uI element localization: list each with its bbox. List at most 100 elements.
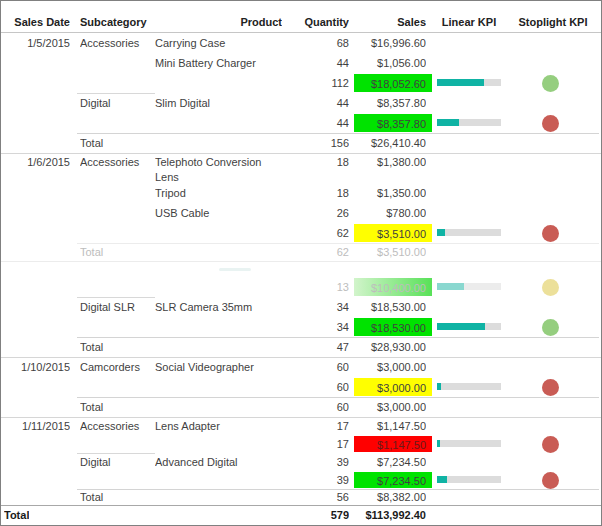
sales-date-cell: 1/10/2015 [3,357,70,377]
detail-row: 1/6/2015 Accessories Telephoto Conversio… [1,153,601,183]
sales-cell: $18,530.00 [354,297,426,317]
quantity-cell: 44 [286,93,349,113]
sales-cell: $780.00 [354,203,426,223]
linear-kpi-bar [437,323,501,330]
linear-kpi-fill [437,283,464,290]
product-cell: Carrying Case [155,33,282,53]
sales-cell: $1,056.00 [354,53,426,73]
sales-cell: $8,357.80 [354,93,426,113]
subcategory-cell: Digital [80,453,153,471]
gap-row [1,261,601,277]
quantity-cell: 13 [286,277,349,297]
product-cell: USB Cable [155,203,282,223]
col-header-linear-kpi: Linear KPI [431,13,507,32]
detail-row: 1/10/2015 Camcorders Social Videographer… [1,357,601,377]
subtotal-row: 60 $3,000.00 [1,377,601,397]
subtotal-row: 62 $3,510.00 [1,223,601,243]
sales-cell: $3,000.00 [354,397,426,417]
linear-kpi-fill [437,440,440,447]
total-label: Total [80,133,153,153]
subcategory-cell: Camcorders [80,357,153,377]
total-label: Total [80,397,153,417]
linear-kpi-bar [437,476,501,483]
sales-kpi-cell: $10,400.00 [354,278,432,296]
quantity-cell: 112 [286,73,349,93]
product-cell: Social Videographer [155,357,282,377]
linear-kpi-bar [437,119,501,126]
col-header-quantity: Quantity [286,13,349,32]
grand-total-row: Total 579 $113,992.40 [1,505,601,525]
subtotal-row: 39 $7,234.50 [1,471,601,489]
detail-row: Mini Battery Charger 44 $1,056.00 [1,53,601,73]
detail-row: USB Cable 26 $780.00 [1,203,601,223]
stoplight-yellow-icon [542,279,559,296]
col-header-sales: Sales [354,13,426,32]
subtotal-row: 112 $18,052.60 [1,73,601,93]
total-label: Total [80,489,153,505]
stoplight-red-icon [542,436,559,453]
total-row: Total 56 $8,382.00 [1,489,601,505]
quantity-cell: 60 [286,377,349,397]
sales-kpi-cell: $7,234.50 [354,472,432,488]
total-label: Total [80,337,153,357]
detail-row: Digital Slim Digital 44 $8,357.80 [1,93,601,113]
linear-kpi-fill [437,79,484,86]
sales-kpi-cell: $3,510.00 [354,224,432,242]
report-canvas: Sales Date Subcategory Product Quantity … [0,0,602,526]
stoplight-red-icon [542,379,559,396]
quantity-cell: 26 [286,203,349,223]
subcategory-cell: Accessories [80,153,153,185]
col-header-subcategory: Subcategory [80,13,153,32]
sales-kpi-cell: $8,357.80 [354,114,432,132]
quantity-cell: 60 [286,397,349,417]
sales-date-cell: 1/11/2015 [3,417,70,435]
detail-row: Tripod 18 $1,350.00 [1,183,601,203]
sales-cell: $113,992.40 [354,505,426,525]
total-row: Total 47 $28,930.00 [1,337,601,357]
detail-row: 1/11/2015 Accessories Lens Adapter 17 $1… [1,417,601,435]
sales-kpi-cell: $18,530.00 [354,318,432,336]
col-header-product: Product [155,13,282,32]
quantity-cell: 56 [286,489,349,505]
sales-kpi-cell: $1,147.50 [354,436,432,452]
quantity-cell: 18 [286,153,349,185]
quantity-cell: 47 [286,337,349,357]
quantity-cell: 156 [286,133,349,153]
quantity-cell: 44 [286,53,349,73]
sales-cell: $8,382.00 [354,489,426,505]
kpi-report-table: Sales Date Subcategory Product Quantity … [1,13,601,525]
total-row: Total 60 $3,000.00 [1,397,601,417]
sales-cell: $7,234.50 [354,453,426,471]
linear-kpi-fill [437,323,485,330]
product-cell: Mini Battery Charger [155,53,282,73]
subtotal-row: 17 $1,147.50 [1,435,601,453]
stoplight-red-icon [542,115,559,132]
stoplight-red-icon [542,225,559,242]
detail-row: 1/5/2015 Accessories Carrying Case 68 $1… [1,33,601,53]
linear-kpi-bar [437,79,501,86]
sales-cell: $1,380.00 [354,153,426,185]
stoplight-green-icon [542,319,559,336]
detail-row: Digital Advanced Digital 39 $7,234.50 [1,453,601,471]
stoplight-red-icon [542,472,559,489]
sales-cell: $28,930.00 [354,337,426,357]
subtotal-row: 34 $18,530.00 [1,317,601,337]
linear-kpi-bar [437,229,501,236]
quantity-cell: 579 [286,505,349,525]
linear-kpi-bar [437,283,501,290]
linear-kpi-fill [437,476,447,483]
subcategory-cell: Accessories [80,417,153,435]
sales-cell: $16,996.60 [354,33,426,53]
product-cell: Advanced Digital [155,453,282,471]
linear-kpi-bar [437,383,501,390]
quantity-cell: 39 [286,453,349,471]
stoplight-green-icon [542,75,559,92]
col-header-sales-date: Sales Date [3,13,70,32]
total-row-faded: Total 62 $3,510.00 [1,243,601,261]
quantity-cell: 68 [286,33,349,53]
product-cell: Telephoto Conversion Lens [155,153,282,185]
quantity-cell: 39 [286,471,349,489]
sales-date-cell: 1/5/2015 [3,33,70,53]
sales-kpi-cell: $18,052.60 [354,74,432,92]
section-divider-faded [1,261,601,262]
